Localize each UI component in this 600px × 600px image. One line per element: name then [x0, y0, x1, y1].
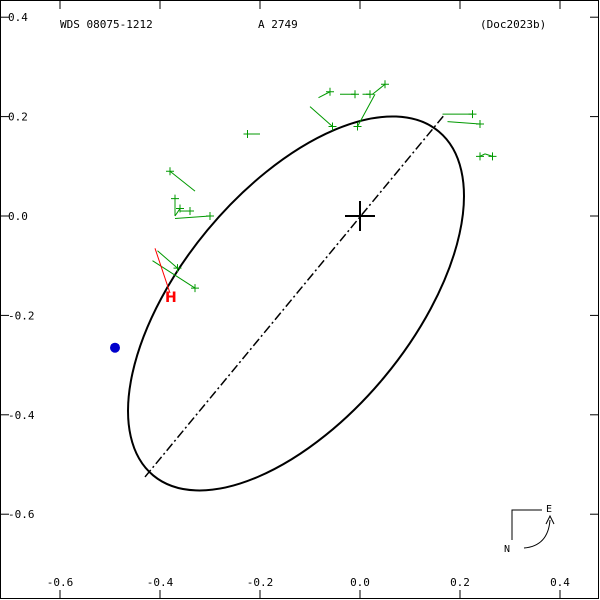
- catalog-reference: (Doc2023b): [480, 18, 546, 31]
- observation-point: [243, 129, 252, 138]
- observation-point: [381, 80, 389, 89]
- y-tick-label: -0.4: [8, 409, 35, 422]
- observation-point: [166, 167, 174, 176]
- observation-point: [328, 122, 337, 131]
- x-tick-label: 0.4: [550, 576, 570, 589]
- residual-line: [357, 93, 376, 127]
- residual-line: [372, 83, 386, 95]
- x-tick-label: -0.4: [147, 576, 174, 589]
- observation-point: [488, 152, 497, 161]
- primary-star-marker: [345, 201, 375, 231]
- observation-point: [171, 194, 179, 203]
- compass-axes: [511, 509, 542, 540]
- star-designation: WDS 08075-1212: [60, 18, 153, 31]
- highlight-label: H: [165, 290, 177, 306]
- orbit-ellipse: [127, 115, 465, 492]
- observations-layer: H: [152, 80, 497, 306]
- compass-east-label: E: [546, 504, 552, 515]
- y-tick-label: 0.4: [8, 11, 28, 24]
- observation-point: [186, 207, 194, 216]
- observation-point: [476, 152, 484, 161]
- residual-line: [157, 250, 178, 269]
- residual-line: [174, 215, 211, 219]
- residual-line: [152, 260, 196, 289]
- observation-point: [206, 212, 214, 220]
- line-of-nodes: [144, 113, 446, 478]
- x-tick-label: -0.6: [47, 576, 74, 589]
- discoverer-code: A 2749: [258, 18, 298, 31]
- y-tick-label: -0.2: [8, 309, 35, 322]
- orientation-compass: E N: [504, 504, 555, 555]
- x-tick-label: 0.2: [450, 576, 470, 589]
- residual-line: [318, 91, 331, 99]
- observation-point: [351, 90, 359, 99]
- y-tick-label: -0.6: [8, 508, 35, 521]
- orbit-layer: [110, 113, 465, 492]
- observation-point: [476, 120, 484, 129]
- observation-point: [353, 122, 362, 131]
- observation-point: [468, 110, 477, 119]
- highlight-residual-line: [154, 248, 171, 294]
- observation-point: [173, 264, 182, 273]
- x-tick-label: 0.0: [350, 576, 370, 589]
- observation-point: [326, 87, 334, 96]
- compass-arrow: [523, 519, 551, 549]
- residual-line: [309, 106, 333, 127]
- y-tick-label: 0.0: [8, 210, 28, 223]
- y-tick-label: 0.2: [8, 111, 28, 124]
- x-tick-label: -0.2: [247, 576, 274, 589]
- residual-line: [447, 121, 481, 125]
- residual-line: [174, 208, 181, 217]
- periastron-marker: [110, 342, 120, 353]
- residual-line: [169, 170, 196, 192]
- compass-arrowhead: [545, 514, 555, 525]
- compass-north-label: N: [504, 544, 510, 555]
- observation-point: [191, 284, 199, 293]
- observation-point: [176, 204, 184, 213]
